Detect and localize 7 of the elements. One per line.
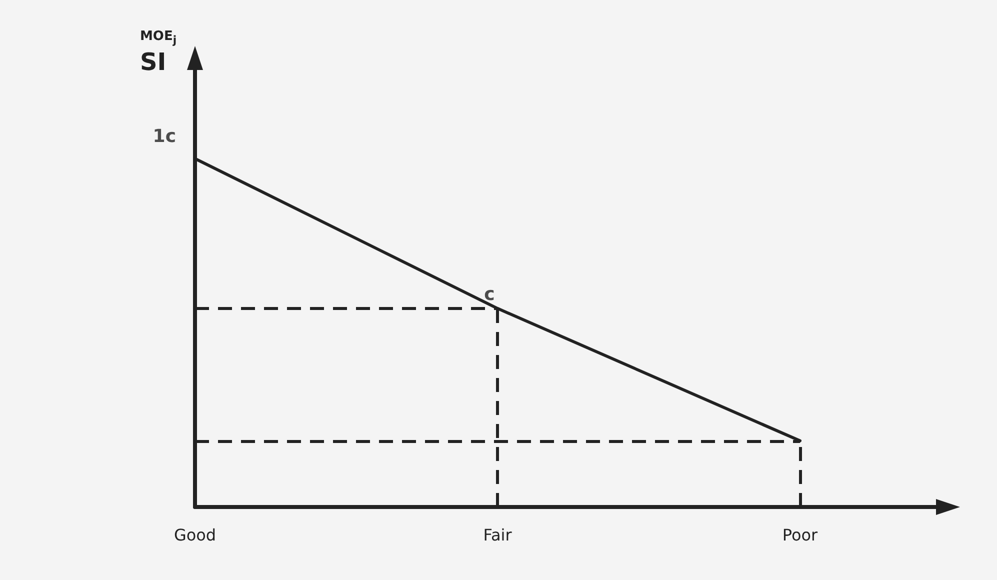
x-tick-label: Fair bbox=[483, 526, 512, 544]
x-tick-label: Poor bbox=[782, 526, 818, 544]
annotation: 1c bbox=[152, 126, 176, 148]
text: MOE$_{j}$ bbox=[140, 29, 177, 47]
annotation: c bbox=[484, 284, 495, 305]
text: SI bbox=[140, 48, 166, 76]
x-tick-label: Good bbox=[174, 526, 216, 544]
